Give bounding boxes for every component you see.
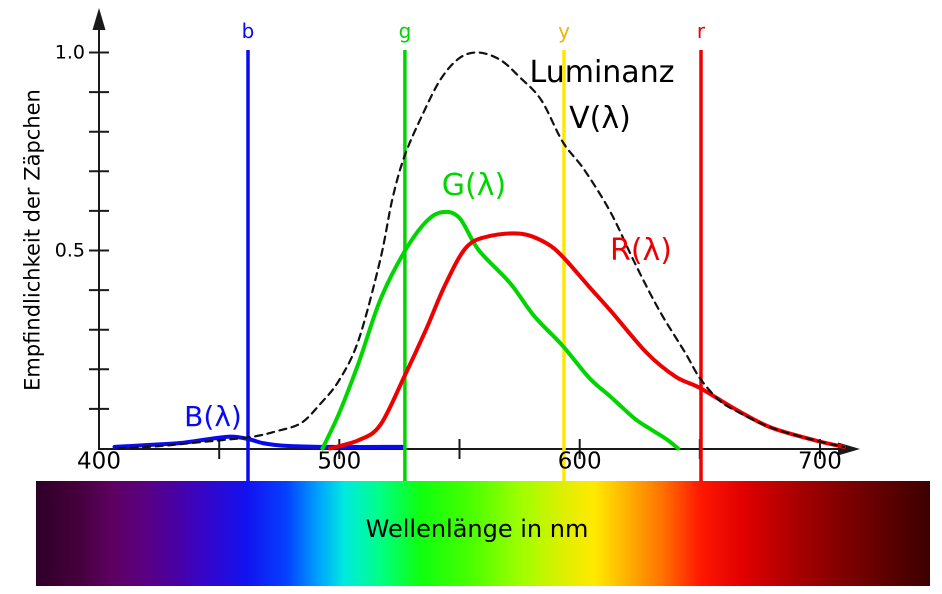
spectrum-bar: Wellenlänge in nm xyxy=(36,481,930,586)
y-tick-label-1: 1.0 xyxy=(54,41,85,63)
y-axis-title: Empfindlichkeit der Zäpchen xyxy=(20,89,45,391)
x-tick-label-400: 400 xyxy=(77,448,121,475)
axes xyxy=(89,28,846,459)
x-tick-label-700: 700 xyxy=(798,448,842,475)
annotation-v-lambda: V(λ) xyxy=(569,101,631,136)
primary-label-r: r xyxy=(696,19,706,43)
y-axis-arrow xyxy=(92,8,106,30)
x-tick-label-500: 500 xyxy=(317,448,362,475)
spectrum-bar-label: Wellenlänge in nm xyxy=(365,515,589,543)
curve-B(λ) xyxy=(112,434,407,449)
x-tick-label-600: 600 xyxy=(557,448,602,475)
annotation-luminanz: Luminanz xyxy=(529,55,675,90)
annotation-g-lambda: G(λ) xyxy=(441,168,507,203)
curve-Luminanz V(λ) xyxy=(117,51,846,450)
primary-label-b: b xyxy=(241,19,255,43)
primary-label-y: y xyxy=(558,19,570,43)
annotation-b-lambda: B(λ) xyxy=(184,400,242,433)
primary-label-g: g xyxy=(398,19,412,43)
y-tick-label-05: 0.5 xyxy=(54,239,85,261)
annotation-r-lambda: R(λ) xyxy=(609,233,673,268)
curve-R(λ) xyxy=(327,231,846,451)
